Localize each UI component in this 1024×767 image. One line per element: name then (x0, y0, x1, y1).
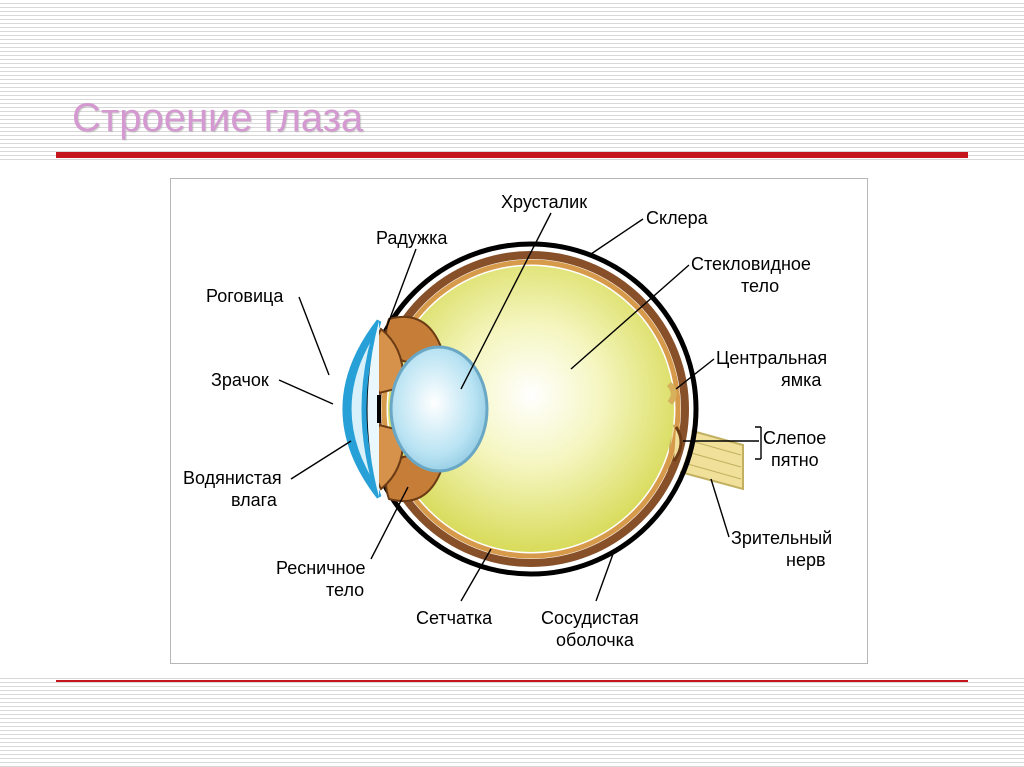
label-vitreous-1: Стекловидное (691, 255, 811, 275)
label-ciliary-2: тело (326, 581, 364, 601)
label-sclera: Склера (646, 209, 708, 229)
label-nerve-2: нерв (786, 551, 826, 571)
label-nerve-1: Зрительный (731, 529, 832, 549)
label-pupil: Зрачок (211, 371, 269, 391)
title-underline (56, 152, 968, 158)
eye-diagram-frame: Хрусталик Радужка Роговица Зрачок Водяни… (170, 178, 868, 664)
label-blind-1: Слепое (763, 429, 826, 449)
label-fovea-1: Центральная (716, 349, 827, 369)
label-aqueous-1: Водянистая (183, 469, 282, 489)
bottom-rule (56, 680, 968, 682)
label-iris: Радужка (376, 229, 447, 249)
label-choroid-2: оболочка (556, 631, 634, 651)
label-vitreous-2: тело (741, 277, 779, 297)
background-hatch-bottom (0, 677, 1024, 767)
eye-diagram-svg (171, 179, 867, 663)
label-lens: Хрусталик (501, 193, 587, 213)
label-blind-2: пятно (771, 451, 819, 471)
label-aqueous-2: влага (231, 491, 277, 511)
label-cornea: Роговица (206, 287, 283, 307)
label-retina: Сетчатка (416, 609, 492, 629)
label-fovea-2: ямка (781, 371, 821, 391)
page-title: Строение глаза (72, 96, 363, 141)
label-ciliary-1: Ресничное (276, 559, 366, 579)
label-choroid-1: Сосудистая (541, 609, 639, 629)
